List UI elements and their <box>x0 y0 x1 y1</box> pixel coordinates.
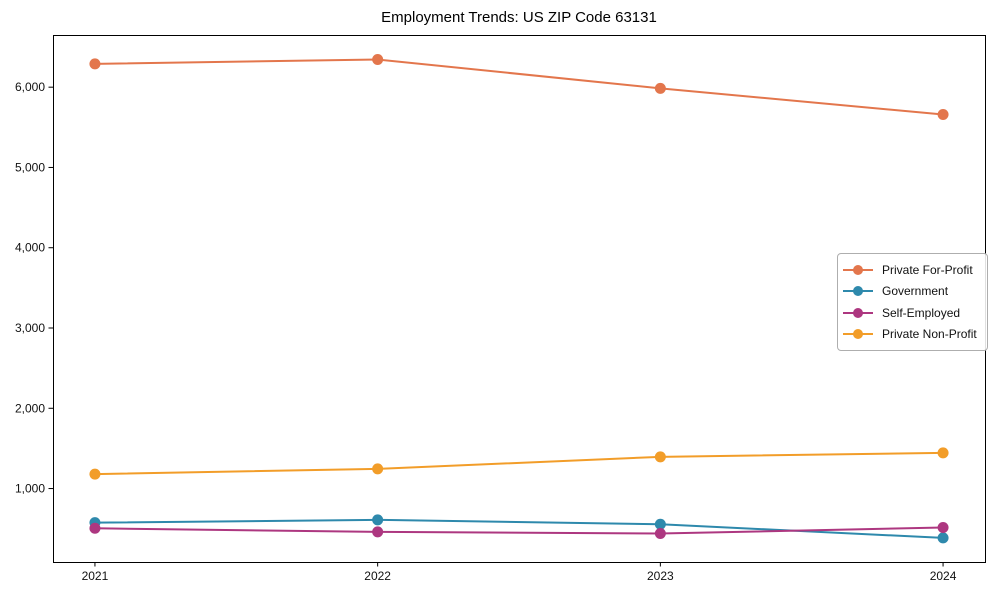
series-line-self-employed <box>93 526 945 535</box>
x-tick-label: 2024 <box>930 569 957 583</box>
y-tick-label: 3,000 <box>15 321 45 335</box>
data-point-government <box>654 518 666 530</box>
legend-dot-icon <box>853 329 863 340</box>
y-tick-label: 6,000 <box>15 80 45 94</box>
legend-marker-private-for-profit <box>843 264 873 275</box>
data-point-private-non-profit <box>89 468 101 480</box>
x-tick-label: 2023 <box>647 569 674 583</box>
y-tick-label: 2,000 <box>15 401 45 415</box>
data-point-self-employed <box>937 521 949 533</box>
series-line-private-for-profit <box>93 58 945 116</box>
legend: Private For-Profit Government Self-Employe… <box>837 253 988 351</box>
legend-dot-icon <box>853 264 863 275</box>
legend-label-self-employed: Self-Employed <box>882 305 961 320</box>
data-point-private-for-profit <box>654 82 666 94</box>
legend-item-government: Government <box>843 281 977 303</box>
legend-label-private-for-profit: Private For-Profit <box>882 262 973 277</box>
legend-label-government: Government <box>882 284 949 299</box>
legend-item-private-for-profit: Private For-Profit <box>843 259 977 281</box>
data-point-private-non-profit <box>372 463 384 475</box>
data-point-self-employed <box>372 526 384 538</box>
y-tick-label: 5,000 <box>15 160 45 174</box>
data-point-self-employed <box>654 528 666 540</box>
data-point-government <box>372 514 384 526</box>
legend-marker-government <box>843 286 873 297</box>
legend-marker-self-employed <box>843 307 873 318</box>
data-point-private-for-profit <box>89 58 101 70</box>
data-point-private-non-profit <box>937 447 949 459</box>
data-point-private-for-profit <box>372 53 384 65</box>
legend-marker-private-non-profit <box>843 329 873 340</box>
legend-dot-icon <box>853 286 863 297</box>
series-line-private-non-profit <box>93 451 945 476</box>
y-tick-label: 1,000 <box>15 482 45 496</box>
x-tick-label: 2021 <box>82 569 109 583</box>
chart-title: Employment Trends: US ZIP Code 63131 <box>381 9 657 26</box>
y-tick-label: 4,000 <box>15 241 45 255</box>
legend-dot-icon <box>853 307 863 318</box>
data-point-government <box>937 532 949 544</box>
data-point-private-for-profit <box>937 108 949 120</box>
legend-item-private-non-profit: Private Non-Profit <box>843 324 977 346</box>
data-point-self-employed <box>89 522 101 534</box>
x-tick-label: 2022 <box>364 569 391 583</box>
data-point-private-non-profit <box>654 451 666 463</box>
legend-item-self-employed: Self-Employed <box>843 302 977 324</box>
series-line-government <box>93 518 945 539</box>
legend-label-private-non-profit: Private Non-Profit <box>882 327 977 342</box>
